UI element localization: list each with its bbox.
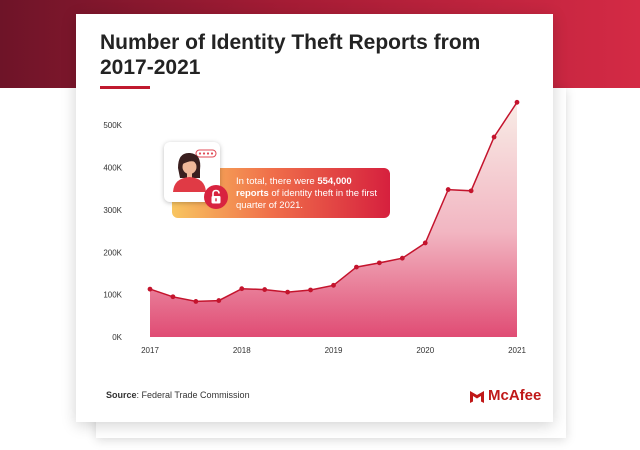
data-point bbox=[239, 286, 245, 292]
chart-title: Number of Identity Theft Reports from 20… bbox=[100, 31, 481, 79]
data-point bbox=[491, 134, 497, 140]
y-tick-label: 0K bbox=[112, 333, 122, 342]
data-point bbox=[147, 286, 153, 292]
data-point bbox=[376, 260, 382, 266]
y-tick-label: 200K bbox=[103, 248, 122, 257]
data-point bbox=[422, 240, 428, 246]
data-point bbox=[331, 282, 336, 288]
y-tick-label: 500K bbox=[103, 121, 122, 130]
callout-text-prefix: In total, there were bbox=[236, 176, 318, 187]
source-label: Source bbox=[106, 390, 137, 400]
data-point bbox=[468, 188, 474, 194]
mcafee-shield-icon bbox=[470, 391, 484, 403]
avatar-illustration bbox=[173, 149, 217, 192]
callout-text: In total, there were 554,000 reports of … bbox=[236, 176, 386, 212]
y-tick-label: 100K bbox=[103, 291, 122, 300]
y-axis: 0K 100K 200K 300K 400K 500K bbox=[103, 121, 122, 342]
data-point bbox=[262, 287, 268, 292]
lock-icon bbox=[211, 189, 221, 204]
data-point bbox=[354, 264, 359, 270]
data-point bbox=[514, 99, 520, 105]
title-underline bbox=[100, 86, 150, 89]
x-axis: 2017 2018 2019 2020 2021 bbox=[141, 346, 526, 355]
source-text: Federal Trade Commission bbox=[141, 390, 250, 400]
mcafee-logo: McAfee bbox=[469, 387, 549, 405]
callout-text-suffix: of identity theft in the first quarter o… bbox=[236, 188, 377, 211]
x-tick-label: 2020 bbox=[416, 346, 434, 355]
y-tick-label: 400K bbox=[103, 164, 122, 173]
data-points bbox=[147, 99, 520, 304]
area-fill bbox=[150, 102, 517, 337]
data-point bbox=[445, 187, 451, 192]
data-point bbox=[285, 289, 291, 295]
x-tick-label: 2018 bbox=[233, 346, 251, 355]
x-tick-label: 2021 bbox=[508, 346, 526, 355]
data-point bbox=[216, 298, 222, 303]
data-point bbox=[399, 255, 405, 261]
lock-badge bbox=[204, 185, 228, 209]
source-note: Source: Federal Trade Commission bbox=[106, 390, 250, 400]
infographic-card: Number of Identity Theft Reports from 20… bbox=[76, 14, 553, 422]
y-tick-label: 300K bbox=[103, 206, 122, 215]
x-tick-label: 2017 bbox=[141, 346, 159, 355]
data-point bbox=[170, 294, 176, 300]
brand-name: McAfee bbox=[488, 387, 542, 404]
callout-text-highlight: 554,000 reports bbox=[236, 176, 352, 199]
x-tick-label: 2019 bbox=[325, 346, 343, 355]
data-point bbox=[193, 299, 199, 304]
data-point bbox=[308, 287, 313, 293]
